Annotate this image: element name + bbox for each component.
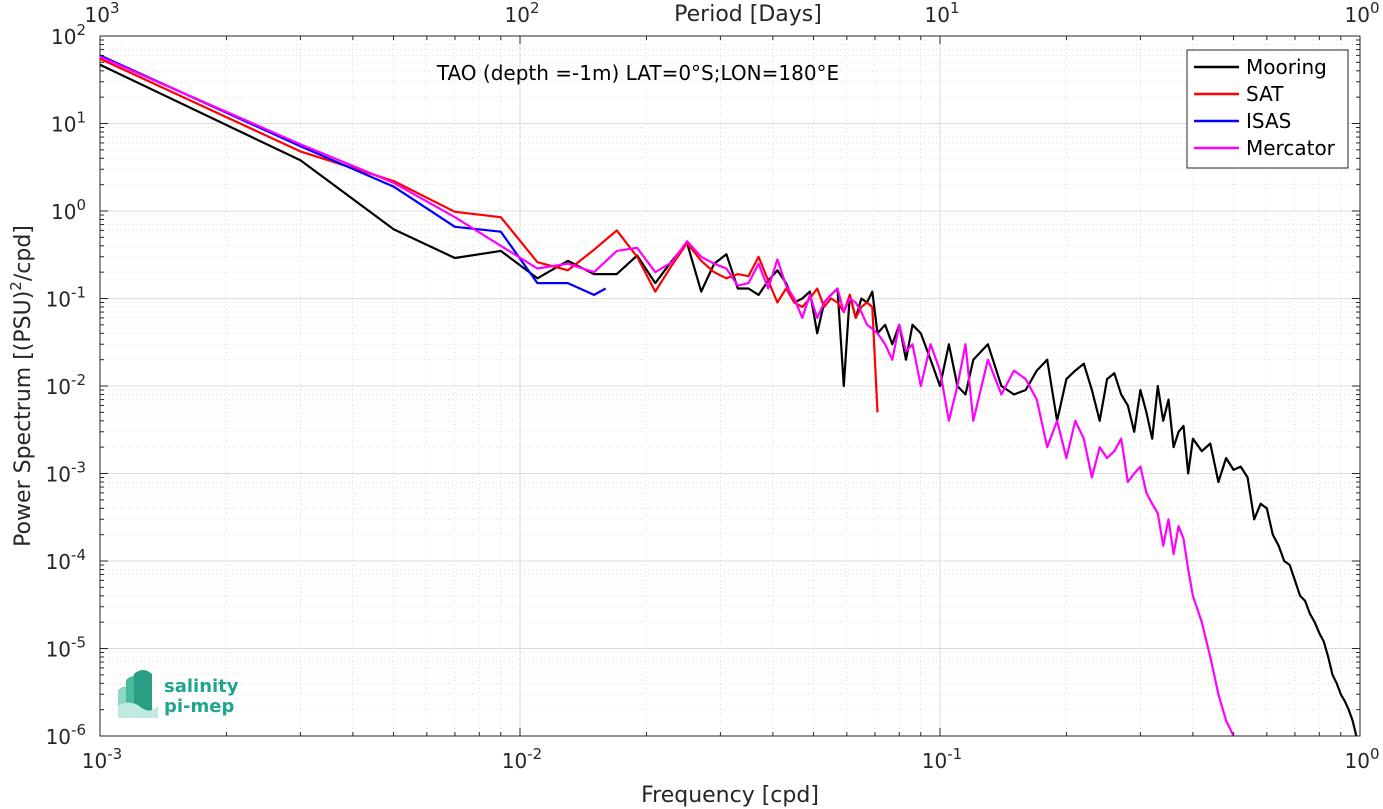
- top-tick-label: 103: [85, 0, 120, 27]
- top-tick-label: 101: [925, 0, 960, 27]
- y-tick-label: 10-6: [46, 721, 86, 749]
- y-tick-label: 10-5: [46, 634, 86, 662]
- x-axis-label: Frequency [cpd]: [641, 783, 819, 808]
- top-x-axis-label: Period [Days]: [674, 2, 822, 27]
- y-tick-label: 101: [51, 109, 86, 137]
- x-tick-label: 100: [1345, 745, 1380, 773]
- top-tick-label: 100: [1345, 0, 1380, 27]
- y-tick-label: 100: [51, 196, 86, 224]
- y-tick-label: 10-1: [46, 284, 86, 312]
- legend-label-sat: SAT: [1246, 82, 1284, 106]
- series-line-mooring: [99, 63, 1358, 737]
- x-tick-label: 10-3: [82, 745, 122, 773]
- legend-label-isas: ISAS: [1246, 109, 1291, 133]
- logo-icon: [118, 670, 158, 718]
- y-tick-label: 10-2: [46, 371, 86, 399]
- chart-title: TAO (depth =-1m) LAT=0°S;LON=180°E: [436, 61, 839, 85]
- series-lines: [99, 54, 1358, 737]
- y-tick-label: 10-3: [46, 459, 86, 487]
- y-tick-label: 10-4: [46, 546, 86, 574]
- y-tick-label: 102: [51, 21, 86, 49]
- logo-line2: pi-mep: [164, 696, 234, 717]
- logo-line1: salinity: [164, 676, 239, 697]
- y-axis-label: Power Spectrum [(PSU)2/cpd]: [7, 225, 36, 547]
- top-tick-label: 102: [505, 0, 540, 27]
- series-line-isas: [99, 54, 607, 296]
- salinity-pi-mep-logo: salinity pi-mep: [118, 670, 239, 718]
- x-tick-label: 10-2: [502, 745, 542, 773]
- x-tick-label: 10-1: [922, 745, 962, 773]
- legend-label-mooring: Mooring: [1246, 55, 1327, 79]
- legend: Mooring SAT ISAS Mercator: [1186, 49, 1349, 169]
- series-line-mercator: [99, 55, 1235, 737]
- legend-label-mercator: Mercator: [1246, 136, 1336, 160]
